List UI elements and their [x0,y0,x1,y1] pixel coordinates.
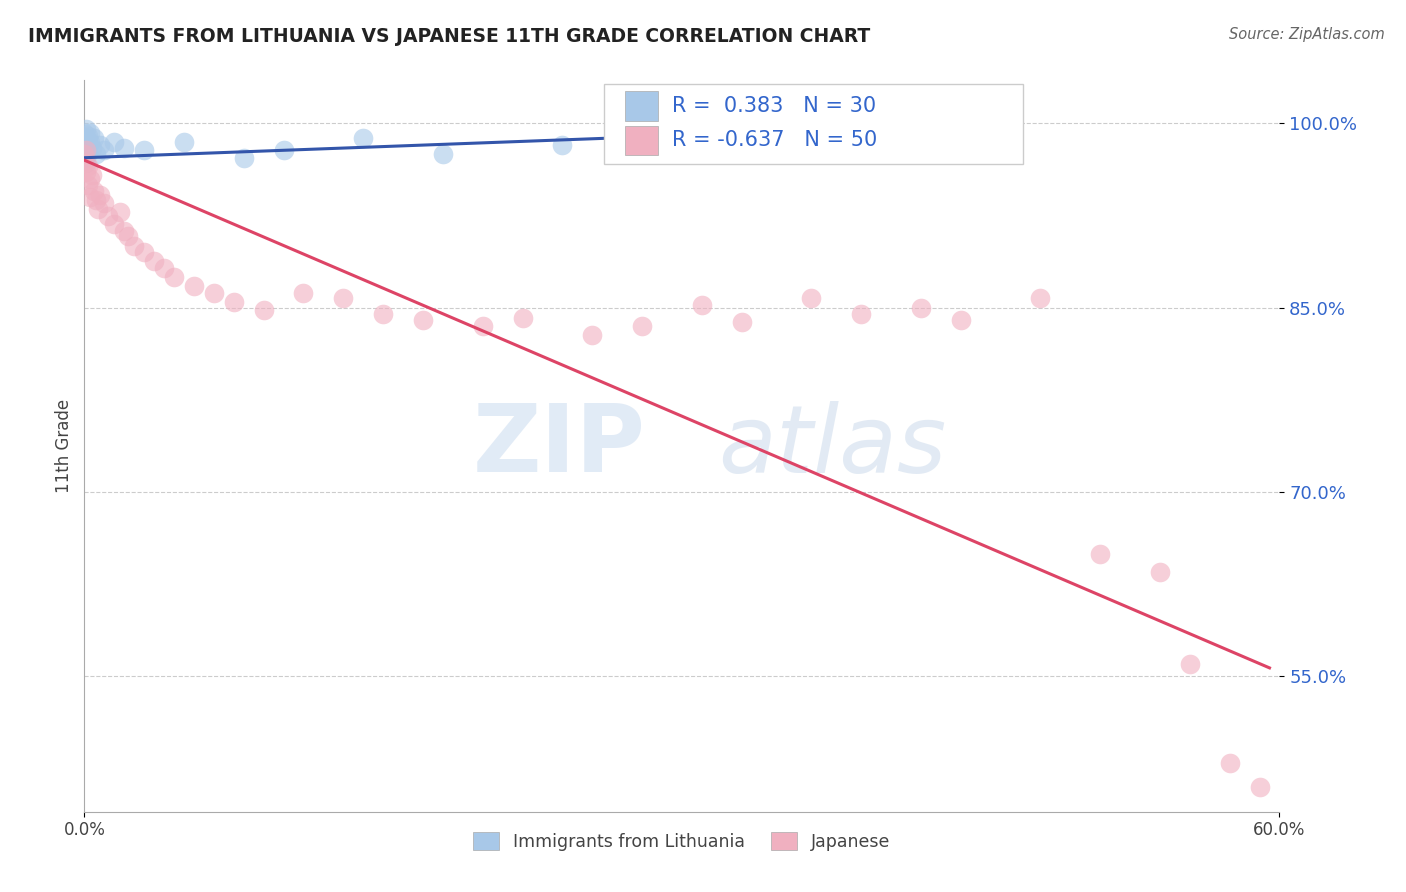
Point [79,190,101,204]
Point [86,193,108,207]
Point [253,303,276,318]
Point [82,141,104,155]
Point [110,204,132,219]
Point [731,315,754,329]
Point [75,147,97,161]
Text: Source: ZipAtlas.com: Source: ZipAtlas.com [1229,27,1385,42]
Point [82,168,104,182]
Point [75,144,97,158]
Point [202,285,225,300]
Point [103,135,125,149]
Point [93,144,115,158]
Point [75,155,97,169]
Point [929,126,952,140]
Point [273,144,295,158]
Point [183,278,205,293]
Text: R = -0.637   N = 50: R = -0.637 N = 50 [672,130,877,150]
FancyBboxPatch shape [624,91,658,120]
Point [122,239,145,253]
Point [631,319,654,334]
Point [83,131,105,145]
Point [75,131,97,145]
Point [97,209,120,223]
Point [73,147,96,161]
Point [581,327,603,342]
Point [132,144,156,158]
Point [949,313,972,327]
Text: ZIP: ZIP [474,400,647,492]
FancyBboxPatch shape [605,84,1022,164]
Point [73,155,96,169]
Point [73,135,96,149]
Point [79,126,101,140]
Point [77,137,100,152]
Point [83,184,105,198]
Point [551,138,574,153]
Point [1029,291,1052,305]
Point [471,319,494,334]
Text: R =  0.383   N = 30: R = 0.383 N = 30 [672,95,876,116]
Point [132,245,156,260]
Point [292,285,315,300]
Text: IMMIGRANTS FROM LITHUANIA VS JAPANESE 11TH GRADE CORRELATION CHART: IMMIGRANTS FROM LITHUANIA VS JAPANESE 11… [28,27,870,45]
Point [73,151,96,165]
Point [73,126,96,140]
Point [851,307,873,321]
Point [1178,657,1201,672]
Point [690,298,713,312]
Point [73,144,96,158]
Point [432,147,454,161]
Point [373,307,395,321]
Point [222,294,245,309]
Point [1249,780,1271,794]
Point [1149,565,1171,579]
Point [93,196,115,211]
Point [89,138,111,153]
Point [103,217,125,231]
Point [232,151,254,165]
Point [512,310,534,325]
Point [153,261,176,276]
Point [79,135,101,149]
Point [332,291,354,305]
Point [163,270,186,285]
Point [86,147,108,161]
Point [1090,547,1112,561]
Text: atlas: atlas [718,401,946,491]
Point [89,187,111,202]
Point [1219,756,1241,770]
Point [87,202,110,217]
Point [117,229,139,244]
Point [800,291,823,305]
Point [751,119,773,133]
Point [77,145,100,160]
Point [412,313,434,327]
Point [910,301,932,315]
Point [75,138,97,153]
Point [112,141,135,155]
Point [173,135,195,149]
Point [112,225,135,239]
FancyBboxPatch shape [624,126,658,155]
Point [77,178,100,192]
Legend: Immigrants from Lithuania, Japanese: Immigrants from Lithuania, Japanese [467,825,897,858]
Point [352,131,374,145]
Point [77,159,100,173]
Point [75,165,97,179]
Point [143,254,166,268]
Point [79,171,101,186]
Point [77,128,100,143]
Point [75,122,97,136]
Y-axis label: 11th Grade: 11th Grade [55,399,73,493]
